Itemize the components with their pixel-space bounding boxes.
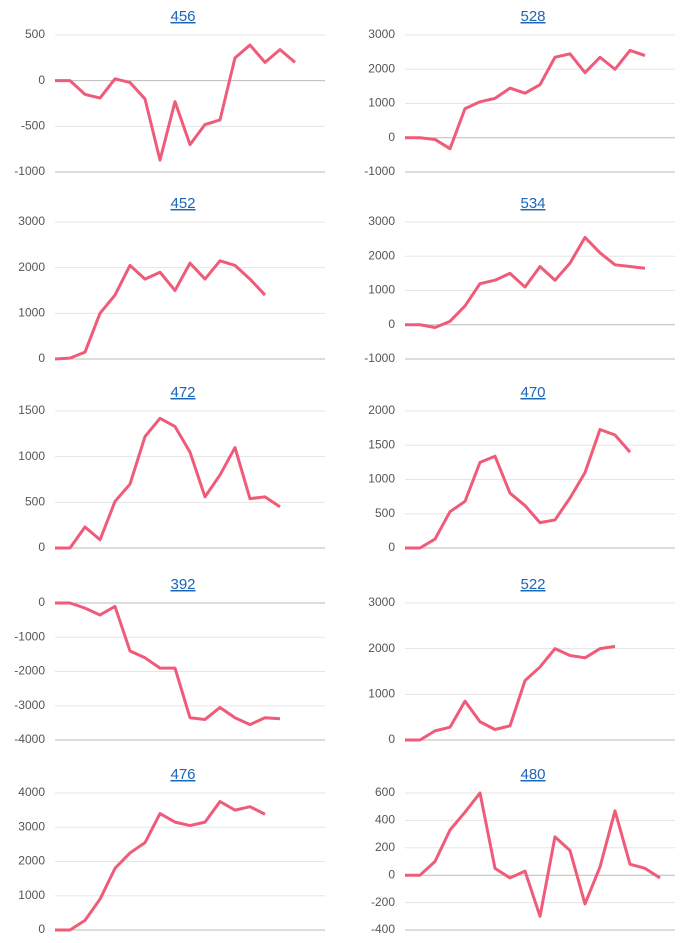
y-tick-label: 3000 bbox=[368, 27, 395, 41]
data-line bbox=[55, 416, 281, 550]
y-tick-label: -400 bbox=[371, 922, 395, 936]
y-tick-label: 1500 bbox=[368, 437, 395, 451]
y-tick-label: 0 bbox=[388, 540, 395, 554]
y-tick-label: 0 bbox=[38, 73, 45, 87]
chart-title[interactable]: 476 bbox=[170, 766, 195, 783]
y-tick-label: 2000 bbox=[368, 61, 395, 75]
data-line bbox=[55, 43, 296, 162]
data-line bbox=[55, 800, 266, 932]
y-tick-label: 1500 bbox=[18, 403, 45, 417]
y-tick-label: 600 bbox=[375, 785, 395, 799]
y-tick-label: 0 bbox=[38, 351, 45, 365]
y-tick-label: -1000 bbox=[14, 629, 45, 643]
y-tick-label: 2000 bbox=[18, 260, 45, 274]
data-line bbox=[55, 601, 281, 727]
y-tick-label: -500 bbox=[21, 119, 45, 133]
y-tick-label: -2000 bbox=[14, 664, 45, 678]
y-tick-label: 3000 bbox=[18, 819, 45, 833]
y-tick-label: 400 bbox=[375, 813, 395, 827]
y-tick-label: 4000 bbox=[18, 785, 45, 799]
data-line bbox=[405, 48, 646, 151]
y-tick-label: 0 bbox=[38, 922, 45, 936]
y-tick-label: 0 bbox=[388, 317, 395, 331]
chart-title[interactable]: 392 bbox=[170, 576, 195, 593]
y-tick-label: 0 bbox=[38, 595, 45, 609]
data-line bbox=[405, 791, 661, 918]
chart-title[interactable]: 528 bbox=[520, 8, 545, 25]
y-tick-label: 2000 bbox=[368, 248, 395, 262]
chart-title[interactable]: 522 bbox=[520, 576, 545, 593]
y-tick-label: 2000 bbox=[368, 403, 395, 417]
y-tick-label: 3000 bbox=[368, 214, 395, 228]
y-tick-label: 1000 bbox=[18, 449, 45, 463]
y-tick-label: 2000 bbox=[18, 854, 45, 868]
y-tick-label: 1000 bbox=[368, 283, 395, 297]
data-line bbox=[54, 259, 267, 361]
y-tick-label: -3000 bbox=[14, 698, 45, 712]
chart-title[interactable]: 470 bbox=[520, 384, 545, 401]
y-tick-label: 0 bbox=[388, 732, 395, 746]
y-tick-label: -1000 bbox=[364, 164, 395, 178]
y-tick-label: 0 bbox=[38, 540, 45, 554]
y-tick-label: 500 bbox=[375, 506, 395, 520]
chart-title[interactable]: 456 bbox=[170, 8, 195, 25]
y-tick-label: 500 bbox=[25, 495, 45, 509]
chart-title[interactable]: 534 bbox=[520, 195, 545, 212]
chart-title[interactable]: 472 bbox=[170, 384, 195, 401]
y-tick-label: 1000 bbox=[18, 888, 45, 902]
data-line bbox=[405, 427, 632, 550]
y-tick-label: 200 bbox=[375, 840, 395, 854]
y-tick-label: 1000 bbox=[368, 96, 395, 110]
y-tick-label: 1000 bbox=[368, 472, 395, 486]
y-tick-label: -200 bbox=[371, 895, 395, 909]
y-tick-label: -4000 bbox=[14, 732, 45, 746]
y-tick-label: 1000 bbox=[368, 687, 395, 701]
y-tick-label: 2000 bbox=[368, 641, 395, 655]
y-tick-label: -1000 bbox=[14, 164, 45, 178]
y-tick-label: 3000 bbox=[368, 595, 395, 609]
y-tick-label: 0 bbox=[388, 130, 395, 144]
chart-title[interactable]: 480 bbox=[520, 766, 545, 783]
data-line bbox=[405, 235, 646, 329]
y-tick-label: 500 bbox=[25, 27, 45, 41]
data-line bbox=[405, 644, 616, 742]
y-tick-label: -1000 bbox=[364, 351, 395, 365]
y-tick-label: 3000 bbox=[18, 214, 45, 228]
chart-title[interactable]: 452 bbox=[170, 195, 195, 212]
y-tick-label: 0 bbox=[388, 867, 395, 881]
y-tick-label: 1000 bbox=[18, 306, 45, 320]
